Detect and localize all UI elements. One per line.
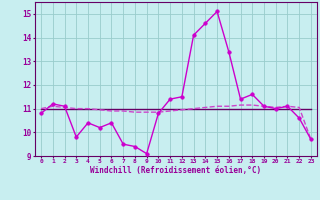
X-axis label: Windchill (Refroidissement éolien,°C): Windchill (Refroidissement éolien,°C) (91, 166, 261, 175)
